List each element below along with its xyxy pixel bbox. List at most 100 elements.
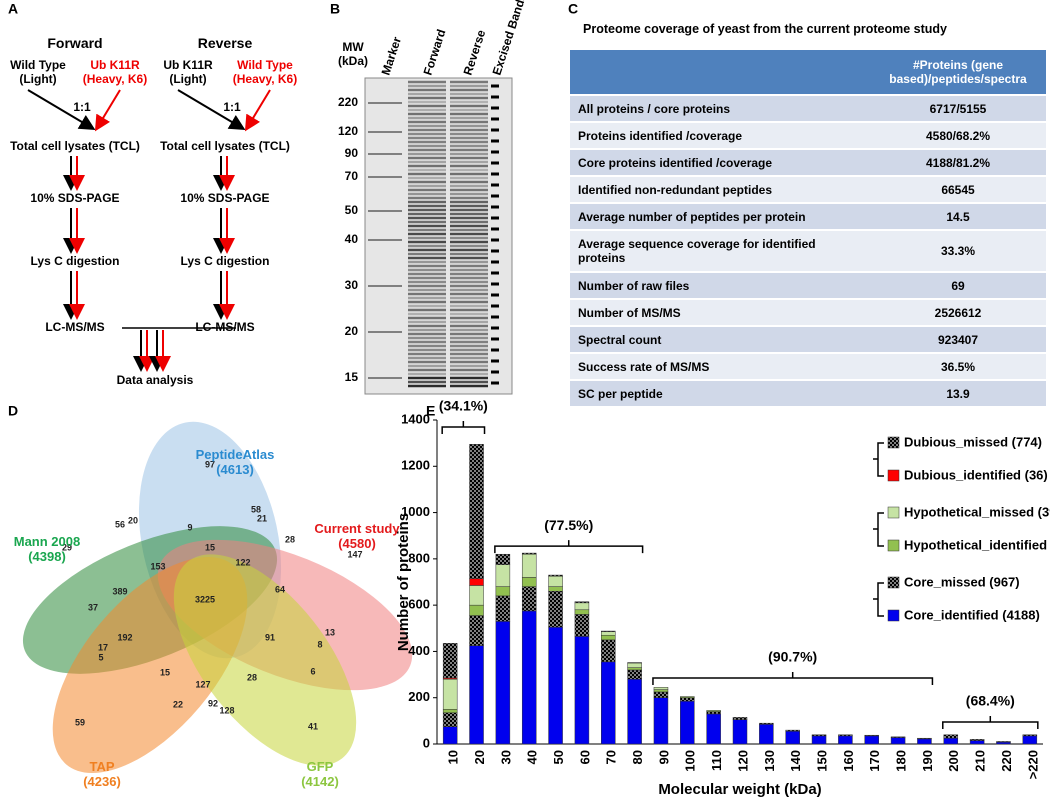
x-tick-label: 150 [814, 750, 829, 772]
bar-segment [521, 577, 537, 587]
bar-segment [548, 586, 563, 592]
x-tick-label: 160 [841, 750, 856, 772]
legend-swatch [887, 539, 900, 552]
bar-segment [1022, 735, 1038, 745]
region-count: 21 [257, 513, 267, 523]
bar-segment [601, 639, 616, 663]
step-label: 10% SDS-PAGE [180, 191, 270, 205]
bar-segment [969, 740, 985, 745]
step-label: Lys C digestion [180, 254, 270, 268]
bar-segment [495, 595, 511, 622]
legend-label: Hypothetical_missed (396) [904, 504, 1050, 519]
final-step: Data analysis [116, 373, 194, 387]
bar-segment [996, 741, 1011, 745]
x-tick-label: 120 [735, 750, 750, 772]
region-count: 29 [62, 542, 72, 552]
x-tick-label: 200 [946, 750, 961, 772]
set-count: (4398) [28, 549, 66, 564]
bar-segment [732, 719, 748, 745]
mw-title: MW (kDa) [337, 40, 368, 68]
x-tick-label: 170 [867, 750, 882, 772]
row-label: Identified non-redundant peptides [570, 177, 870, 202]
table-title: Proteome coverage of yeast from the curr… [583, 22, 947, 36]
bar-segment [495, 621, 511, 745]
region-count: 8 [317, 639, 322, 649]
row-value: 4188/81.2% [870, 150, 1046, 175]
region-count: 192 [117, 632, 132, 642]
panel-label: E [426, 403, 435, 419]
bar-segment [442, 678, 458, 710]
venn-set [173, 554, 357, 766]
lane-label: Marker [379, 35, 405, 77]
column-title: Reverse [197, 35, 253, 51]
bar-segment [521, 553, 537, 578]
bar-segment [653, 689, 669, 693]
legend-swatch [887, 469, 900, 482]
annotation: (34.1%) [439, 398, 488, 414]
step-label: Total cell lysates (TCL) [160, 139, 290, 153]
region-count: 5 [98, 652, 103, 662]
mw-marker: 50 [345, 203, 359, 217]
x-tick-label: 180 [894, 750, 909, 772]
bar-segment [838, 734, 853, 737]
region-count: 64 [275, 584, 285, 594]
step-label: LC-MS/MS [195, 320, 255, 334]
light-label: Wild Type (Light) [10, 58, 66, 86]
mw-marker: 90 [345, 146, 359, 160]
table-row: Number of MS/MS 2526612 [570, 300, 1046, 325]
mw-marker: 20 [345, 324, 359, 338]
y-tick-label: 400 [408, 643, 430, 658]
y-axis-title: Number of proteins [395, 513, 412, 651]
table-row: Spectral count 923407 [570, 327, 1046, 352]
x-tick-label: 40 [525, 750, 540, 764]
table-row: Proteins identified /coverage 4580/68.2% [570, 123, 1046, 148]
arrow [94, 89, 121, 132]
x-tick-label: 20 [472, 750, 487, 764]
x-tick-label: 210 [973, 750, 988, 772]
y-tick-label: 800 [408, 550, 430, 565]
bar-segment [653, 697, 669, 745]
bar-segment [495, 553, 511, 565]
region-count: 9 [187, 522, 192, 532]
region-count: 28 [285, 534, 295, 544]
x-tick-label: 10 [446, 750, 461, 764]
region-count: 91 [265, 632, 275, 642]
region-count: 92 [208, 698, 218, 708]
legend-swatch [887, 576, 900, 589]
bar-segment [574, 602, 590, 611]
bar-segment [574, 601, 590, 604]
bar-segment [442, 709, 458, 714]
row-label: Average number of peptides per protein [570, 204, 870, 229]
bar-segment [495, 586, 511, 597]
bar-segment [917, 738, 932, 745]
bar-segment [838, 735, 853, 745]
bar-segment [574, 614, 590, 637]
bar-segment [811, 735, 827, 745]
arrow [177, 89, 246, 131]
table-row: Number of raw files 69 [570, 273, 1046, 298]
annotation: (77.5%) [544, 517, 593, 533]
bar-segment [601, 630, 616, 633]
bar-segment [759, 722, 774, 725]
mw-marker: 30 [345, 278, 359, 292]
row-label: Spectral count [570, 327, 870, 352]
region-count: 97 [205, 459, 215, 469]
lane-label: Excised Bands [490, 0, 530, 77]
bar-segment [996, 741, 1011, 743]
bar-segment [917, 737, 932, 740]
x-tick-label: 190 [920, 750, 935, 772]
bar-segment [521, 586, 537, 612]
mw-marker: 220 [338, 95, 358, 109]
region-count: 389 [112, 586, 127, 596]
legend-label: Hypothetical_identified (356) [904, 537, 1050, 552]
region-count: 15 [160, 667, 170, 677]
step-label: Lys C digestion [30, 254, 120, 268]
region-count: 3225 [195, 594, 215, 604]
row-value: 13.9 [870, 381, 1046, 406]
step-label: 10% SDS-PAGE [30, 191, 120, 205]
x-tick-label: 220 [999, 750, 1014, 772]
y-tick-label: 1000 [401, 504, 430, 519]
row-value: 6717/5155 [870, 96, 1046, 121]
heavy-label: Ub K11R (Heavy, K6) [82, 58, 148, 86]
